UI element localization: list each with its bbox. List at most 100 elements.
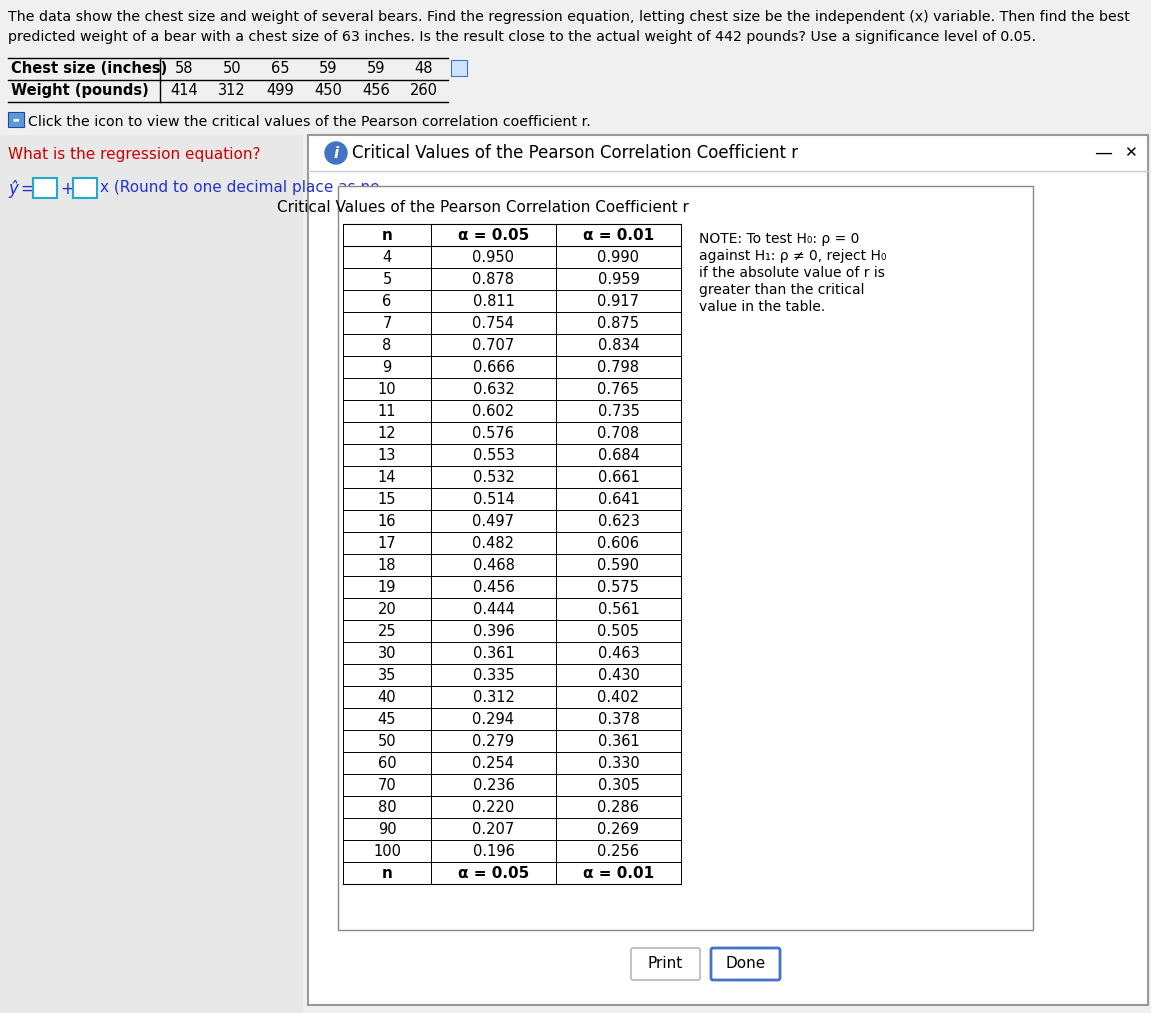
Text: 50: 50 [378,733,396,749]
FancyBboxPatch shape [308,135,1148,1005]
FancyBboxPatch shape [338,186,1032,930]
FancyBboxPatch shape [0,135,303,1013]
Text: 312: 312 [219,83,246,98]
Text: 0.305: 0.305 [597,778,640,792]
Text: 0.335: 0.335 [473,668,514,683]
Text: —: — [1093,144,1112,162]
Text: 90: 90 [378,822,396,837]
Text: 0.463: 0.463 [597,645,639,660]
Text: α = 0.01: α = 0.01 [582,228,654,242]
FancyBboxPatch shape [8,112,24,127]
FancyBboxPatch shape [73,178,97,198]
Text: The data show the chest size and weight of several bears. Find the regression eq: The data show the chest size and weight … [8,10,1130,24]
Text: 0.623: 0.623 [597,514,640,529]
Text: +: + [60,180,74,198]
Text: 80: 80 [378,799,396,814]
Text: α = 0.05: α = 0.05 [458,228,529,242]
Text: 50: 50 [222,61,242,76]
Text: ✕: ✕ [1123,146,1136,160]
Text: 0.444: 0.444 [473,602,514,617]
Text: 58: 58 [175,61,193,76]
Text: 0.532: 0.532 [473,469,514,484]
Text: 0.236: 0.236 [473,778,514,792]
Text: 0.468: 0.468 [473,557,514,572]
Text: 0.632: 0.632 [473,382,514,396]
Text: 0.505: 0.505 [597,623,640,638]
Text: 6: 6 [382,294,391,309]
Text: 414: 414 [170,83,198,98]
Text: Critical Values of the Pearson Correlation Coefficient r: Critical Values of the Pearson Correlati… [277,200,689,215]
Text: Done: Done [725,956,765,971]
Text: if the absolute value of r is: if the absolute value of r is [699,266,885,280]
Text: 60: 60 [378,756,396,771]
Text: 0.950: 0.950 [473,249,514,264]
Text: 48: 48 [414,61,433,76]
Text: 0.765: 0.765 [597,382,640,396]
Text: 11: 11 [378,403,396,418]
Text: 59: 59 [319,61,337,76]
Text: ŷ: ŷ [8,180,18,198]
Text: 9: 9 [382,360,391,375]
Text: 260: 260 [410,83,439,98]
Text: 0.575: 0.575 [597,579,640,595]
Text: 15: 15 [378,491,396,506]
Text: 0.294: 0.294 [473,711,514,726]
Text: 0.553: 0.553 [473,448,514,463]
Text: α = 0.05: α = 0.05 [458,865,529,880]
Text: 0.361: 0.361 [597,733,639,749]
Text: 0.254: 0.254 [473,756,514,771]
Text: 14: 14 [378,469,396,484]
Text: =: = [20,180,33,198]
Text: 8: 8 [382,337,391,353]
Text: 456: 456 [363,83,390,98]
Text: 0.878: 0.878 [473,271,514,287]
Text: x (Round to one decimal place as ne: x (Round to one decimal place as ne [100,180,380,194]
Text: 0.196: 0.196 [473,844,514,858]
Text: 18: 18 [378,557,396,572]
Text: 0.378: 0.378 [597,711,640,726]
Text: n: n [382,228,392,242]
Text: 4: 4 [382,249,391,264]
Text: 0.456: 0.456 [473,579,514,595]
Text: predicted weight of a bear with a chest size of 63 inches. Is the result close t: predicted weight of a bear with a chest … [8,30,1036,44]
Text: 499: 499 [266,83,294,98]
Text: 0.798: 0.798 [597,360,640,375]
Text: 0.330: 0.330 [597,756,639,771]
Text: 7: 7 [382,315,391,330]
Text: 40: 40 [378,690,396,704]
Text: 0.834: 0.834 [597,337,639,353]
Text: 0.959: 0.959 [597,271,640,287]
Text: 0.917: 0.917 [597,294,640,309]
Text: 20: 20 [378,602,396,617]
Text: 59: 59 [367,61,386,76]
Text: 45: 45 [378,711,396,726]
Text: 0.402: 0.402 [597,690,640,704]
Text: 0.641: 0.641 [597,491,640,506]
Text: α = 0.01: α = 0.01 [582,865,654,880]
Text: 0.497: 0.497 [473,514,514,529]
Text: 0.606: 0.606 [597,536,640,550]
FancyBboxPatch shape [631,948,700,980]
Circle shape [325,142,346,164]
Text: Click the icon to view the critical values of the Pearson correlation coefficien: Click the icon to view the critical valu… [28,115,590,129]
Text: 0.220: 0.220 [472,799,514,814]
Text: 100: 100 [373,844,401,858]
Text: 0.576: 0.576 [473,425,514,441]
Text: against H₁: ρ ≠ 0, reject H₀: against H₁: ρ ≠ 0, reject H₀ [699,249,886,263]
Text: 0.661: 0.661 [597,469,640,484]
Text: 0.561: 0.561 [597,602,640,617]
Text: 70: 70 [378,778,396,792]
Text: 0.430: 0.430 [597,668,640,683]
Text: 10: 10 [378,382,396,396]
Text: NOTE: To test H₀: ρ = 0: NOTE: To test H₀: ρ = 0 [699,232,860,246]
Text: 0.602: 0.602 [472,403,514,418]
Text: 19: 19 [378,579,396,595]
FancyBboxPatch shape [33,178,58,198]
Text: ▬: ▬ [13,116,20,123]
Text: 0.396: 0.396 [473,623,514,638]
FancyBboxPatch shape [451,60,467,76]
Text: Critical Values of the Pearson Correlation Coefficient r: Critical Values of the Pearson Correlati… [352,144,798,162]
Text: Print: Print [648,956,684,971]
Text: 25: 25 [378,623,396,638]
Text: 0.514: 0.514 [473,491,514,506]
